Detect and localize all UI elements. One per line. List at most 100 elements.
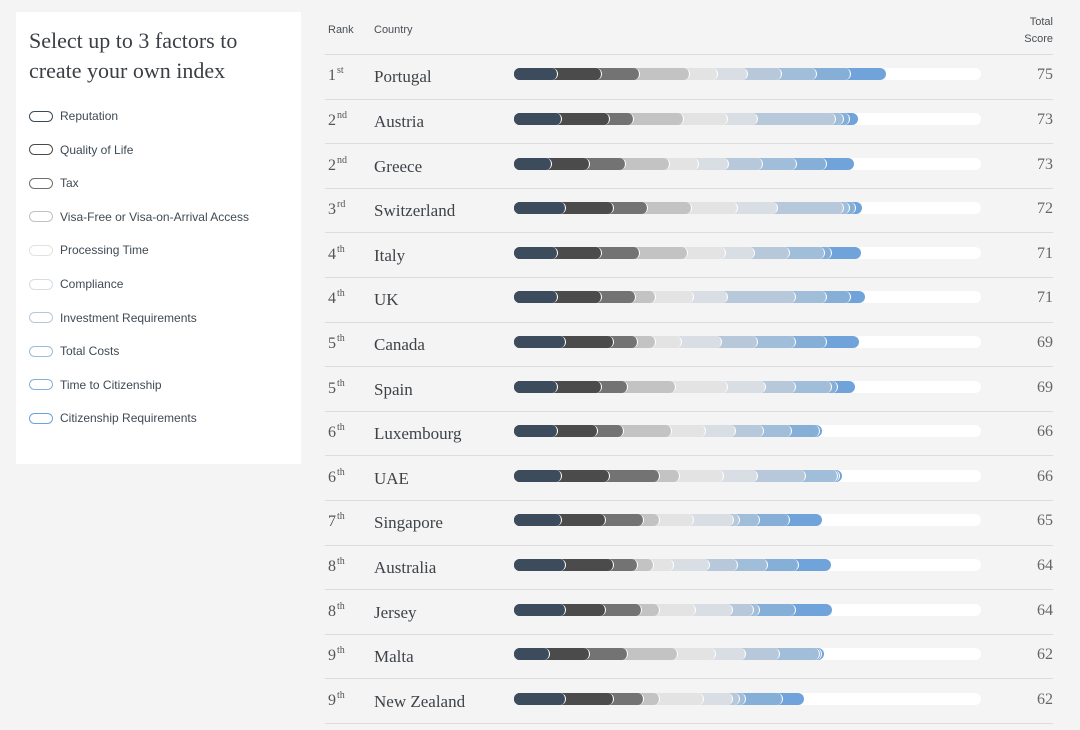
- bar-segment-0: [514, 425, 558, 438]
- country-name: Greece: [374, 156, 423, 176]
- rank-number: 1: [328, 67, 336, 85]
- rank-suffix: th: [337, 466, 345, 478]
- row-divider: [325, 232, 1053, 234]
- factor-label: Reputation: [60, 109, 119, 123]
- country-name: UAE: [374, 468, 409, 488]
- rank-suffix: th: [337, 645, 345, 657]
- total-score: 72: [1037, 200, 1053, 218]
- country-name: Portugal: [374, 67, 432, 87]
- factor-toggle[interactable]: Investment Requirements: [29, 308, 197, 328]
- header-country: Country: [374, 24, 413, 36]
- score-bar-track: [514, 335, 981, 348]
- bar-segment-0: [514, 380, 558, 393]
- rank-cell: 5th: [328, 378, 345, 398]
- factor-toggle[interactable]: Time to Citizenship: [29, 375, 162, 395]
- total-score: 64: [1037, 556, 1053, 574]
- rank-suffix: th: [337, 288, 345, 300]
- toggle-switch-icon[interactable]: [29, 379, 53, 391]
- total-score: 71: [1037, 289, 1053, 307]
- country-name: Australia: [374, 557, 437, 577]
- score-bar-track: [514, 157, 981, 170]
- bar-segment-0: [514, 246, 558, 259]
- factor-toggle[interactable]: Total Costs: [29, 341, 119, 361]
- rank-cell: 6th: [328, 467, 345, 487]
- factor-label: Time to Citizenship: [60, 377, 162, 392]
- row-divider: [325, 500, 1053, 501]
- country-name: Luxembourg: [374, 424, 462, 444]
- bar-segment-0: [514, 514, 563, 527]
- rank-number: 8: [328, 602, 336, 620]
- row-divider: [325, 366, 1053, 368]
- toggle-switch-icon[interactable]: [29, 177, 53, 189]
- factor-label: Quality of Life: [60, 142, 134, 157]
- rank-number: 4: [328, 290, 336, 308]
- bar-segment-0: [514, 112, 563, 125]
- country-name: Switzerland: [374, 201, 456, 221]
- score-bar-track: [514, 514, 981, 527]
- rank-number: 9: [328, 647, 336, 665]
- total-score: 71: [1037, 244, 1053, 262]
- total-score: 73: [1037, 110, 1053, 128]
- toggle-switch-icon[interactable]: [29, 244, 53, 256]
- toggle-switch-icon[interactable]: [29, 312, 53, 324]
- factor-toggle[interactable]: Citizenship Requirements: [29, 408, 197, 428]
- rank-number: 7: [328, 513, 336, 531]
- score-bar-track: [514, 68, 981, 81]
- score-bar-track: [514, 291, 981, 304]
- header-score-line1: Total: [1029, 16, 1053, 28]
- total-score: 64: [1037, 601, 1053, 619]
- factor-label: Compliance: [60, 277, 124, 291]
- row-divider: [325, 410, 1053, 412]
- factor-toggle[interactable]: Visa-Free or Visa-on-Arrival Access: [29, 207, 249, 227]
- bar-segment-0: [514, 335, 566, 348]
- factor-label: Investment Requirements: [60, 310, 197, 325]
- row-divider: [325, 98, 1053, 100]
- row-divider: [325, 544, 1053, 546]
- total-score: 66: [1037, 467, 1053, 485]
- toggle-switch-icon[interactable]: [29, 345, 53, 357]
- rank-number: 5: [328, 379, 336, 397]
- rank-number: 2: [328, 111, 336, 129]
- row-divider: [325, 633, 1053, 635]
- toggle-switch-icon[interactable]: [29, 278, 53, 290]
- rank-cell: 9th: [328, 645, 345, 665]
- total-score: 75: [1037, 66, 1053, 84]
- toggle-switch-icon[interactable]: [29, 412, 53, 424]
- total-score: 62: [1037, 690, 1053, 708]
- rank-suffix: th: [337, 422, 345, 434]
- rank-cell: 4th: [328, 288, 345, 308]
- toggle-switch-icon[interactable]: [29, 211, 53, 223]
- bar-segment-0: [514, 469, 563, 482]
- score-bar-track: [514, 202, 981, 215]
- factor-toggle[interactable]: Quality of Life: [29, 140, 133, 160]
- total-score: 62: [1037, 646, 1053, 664]
- factor-label: Processing Time: [60, 243, 149, 258]
- score-bar-track: [514, 692, 981, 705]
- row-divider: [325, 678, 1053, 680]
- factor-toggle[interactable]: Reputation: [29, 106, 118, 126]
- bar-segment-0: [514, 648, 550, 661]
- row-divider: [325, 277, 1053, 278]
- score-bar-track: [514, 112, 981, 125]
- country-name: Spain: [374, 379, 413, 399]
- total-score: 66: [1037, 423, 1053, 441]
- factor-label: Visa-Free or Visa-on-Arrival Access: [60, 209, 249, 224]
- toggle-switch-icon[interactable]: [29, 110, 53, 122]
- factor-toggle[interactable]: Compliance: [29, 274, 123, 294]
- panel-title: Select up to 3 factors to create your ow…: [29, 28, 238, 83]
- factor-toggle[interactable]: Processing Time: [29, 240, 149, 260]
- score-bar-track: [514, 469, 981, 482]
- bar-segment-0: [514, 558, 566, 571]
- rank-number: 6: [328, 424, 336, 442]
- rank-cell: 2nd: [328, 110, 347, 130]
- country-name: Austria: [374, 111, 425, 131]
- total-score: 65: [1037, 512, 1053, 530]
- score-bar-track: [514, 246, 981, 259]
- rank-cell: 2nd: [328, 155, 347, 175]
- factor-toggle[interactable]: Tax: [29, 173, 79, 193]
- bar-segment-0: [514, 202, 566, 215]
- rank-suffix: th: [337, 555, 345, 567]
- row-divider: [325, 589, 1053, 591]
- toggle-switch-icon[interactable]: [29, 144, 53, 156]
- factor-label: Tax: [60, 176, 79, 191]
